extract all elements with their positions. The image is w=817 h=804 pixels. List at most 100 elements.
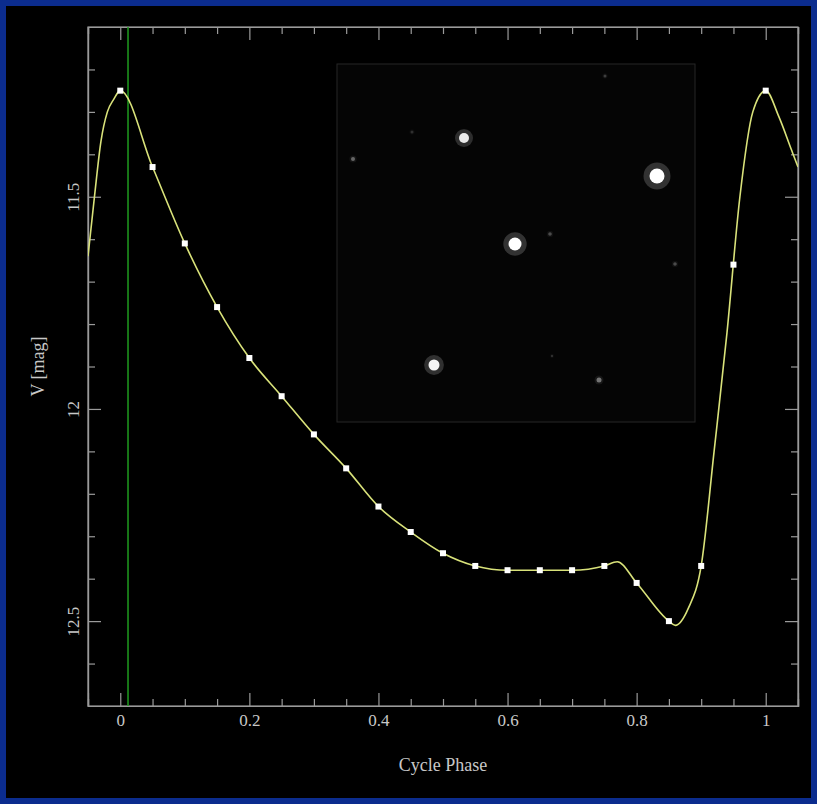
- star: [351, 157, 355, 161]
- axis-line: [785, 28, 799, 707]
- y-right-minor-tick-mark: [791, 69, 798, 70]
- tick: [88, 282, 95, 283]
- x-minor-axis: [89, 699, 799, 707]
- chart: 00.20.40.60.8111.51212.5Cycle PhaseV [ma…: [0, 0, 817, 804]
- tick: [785, 621, 798, 622]
- y-right-minor-tick-mark: [791, 112, 798, 113]
- data-point: [472, 563, 478, 569]
- tick: [153, 27, 154, 34]
- tick: [282, 699, 283, 706]
- tick: [604, 27, 605, 34]
- y-right-minor-tick-mark: [791, 663, 798, 664]
- tick: 0.4: [368, 693, 390, 730]
- x-minor-tick-mark: [540, 699, 541, 706]
- tick: [217, 699, 218, 706]
- data-point: [698, 563, 704, 569]
- tick: [88, 154, 95, 155]
- star-glow: [644, 163, 671, 190]
- x-tick-label: 1: [762, 711, 771, 730]
- y-minor-tick-mark: [88, 451, 95, 452]
- star: [548, 232, 552, 236]
- data-point: [279, 393, 285, 399]
- data-point: [343, 465, 349, 471]
- y-right-tick-mark: [785, 409, 798, 410]
- y-right-minor-tick-mark: [791, 494, 798, 495]
- tick: [88, 494, 95, 495]
- tick: [88, 324, 95, 325]
- background: [6, 6, 811, 798]
- tick: 12.5: [64, 607, 101, 637]
- data-point: [246, 355, 252, 361]
- x-top-minor-tick-mark: [314, 27, 315, 34]
- x-top-minor-tick-mark: [669, 27, 670, 34]
- tick: [701, 699, 702, 706]
- tick: [791, 367, 798, 368]
- x-top-minor-tick-mark: [443, 27, 444, 34]
- y-minor-tick-mark: [88, 494, 95, 495]
- y-right-minor-tick-mark: [791, 366, 798, 367]
- tick: [791, 579, 798, 580]
- x-top-minor-tick-mark: [346, 27, 347, 34]
- axis-line: [89, 28, 799, 41]
- y-tick-label: 12: [64, 401, 83, 418]
- x-top-minor-tick-mark: [604, 27, 605, 34]
- tick: [346, 27, 347, 34]
- x-tick-mark: [120, 693, 121, 706]
- x-top-axis: [89, 27, 799, 40]
- tick: [733, 699, 734, 706]
- star: [597, 378, 602, 383]
- x-top-minor-tick-mark: [411, 27, 412, 34]
- y-axis: 11.51212.5: [64, 28, 101, 707]
- x-minor-tick-mark: [411, 699, 412, 706]
- x-top-minor-tick-mark: [152, 27, 153, 34]
- y-minor-tick-mark: [88, 112, 95, 113]
- tick: [153, 699, 154, 706]
- data-point: [408, 529, 414, 535]
- tick: [701, 27, 702, 34]
- x-tick-mark: [378, 693, 379, 706]
- tick: [443, 699, 444, 706]
- data-point: [537, 567, 543, 573]
- star: [673, 262, 677, 266]
- x-minor-tick-mark: [701, 699, 702, 706]
- x-tick-label: 0.8: [627, 711, 648, 730]
- tick: [282, 27, 283, 34]
- star: [650, 169, 665, 184]
- y-minor-tick-mark: [88, 154, 95, 155]
- x-minor-tick-mark: [185, 699, 186, 706]
- x-top-minor-tick-mark: [185, 27, 186, 34]
- tick: [791, 69, 798, 70]
- y-right-minor-tick-mark: [791, 154, 798, 155]
- y-right-minor-axis: [791, 28, 799, 707]
- tick: [791, 451, 798, 452]
- data-point: [311, 431, 317, 437]
- x-top-minor-tick-mark: [540, 27, 541, 34]
- star-glow: [424, 355, 444, 375]
- x-minor-tick-mark: [152, 699, 153, 706]
- tick: [540, 699, 541, 706]
- tick: [378, 27, 379, 40]
- tick: 0: [117, 693, 126, 730]
- x-top-tick-mark: [378, 27, 379, 40]
- axis-line: [89, 693, 799, 707]
- axis-line: [791, 28, 799, 707]
- x-tick-mark: [249, 693, 250, 706]
- tick: [791, 324, 798, 325]
- x-top-tick-mark: [120, 27, 121, 40]
- data-point: [730, 262, 736, 268]
- y-right-minor-tick-mark: [791, 451, 798, 452]
- inset-frame: [337, 64, 695, 422]
- axis-line: [89, 28, 102, 707]
- tick: [411, 699, 412, 706]
- star-glow: [672, 261, 678, 267]
- y-right-tick-mark: [785, 197, 798, 198]
- star-glow: [455, 129, 473, 147]
- x-tick-label: 0.6: [497, 711, 518, 730]
- tick: [88, 69, 95, 70]
- plot-area: 00.20.40.60.8111.51212.5: [64, 27, 799, 730]
- x-tick-label: 0: [117, 711, 126, 730]
- x-top-tick-mark: [249, 27, 250, 40]
- y-axis-title: V [mag]: [28, 336, 48, 396]
- y-right-minor-tick-mark: [791, 282, 798, 283]
- x-minor-tick-mark: [282, 699, 283, 706]
